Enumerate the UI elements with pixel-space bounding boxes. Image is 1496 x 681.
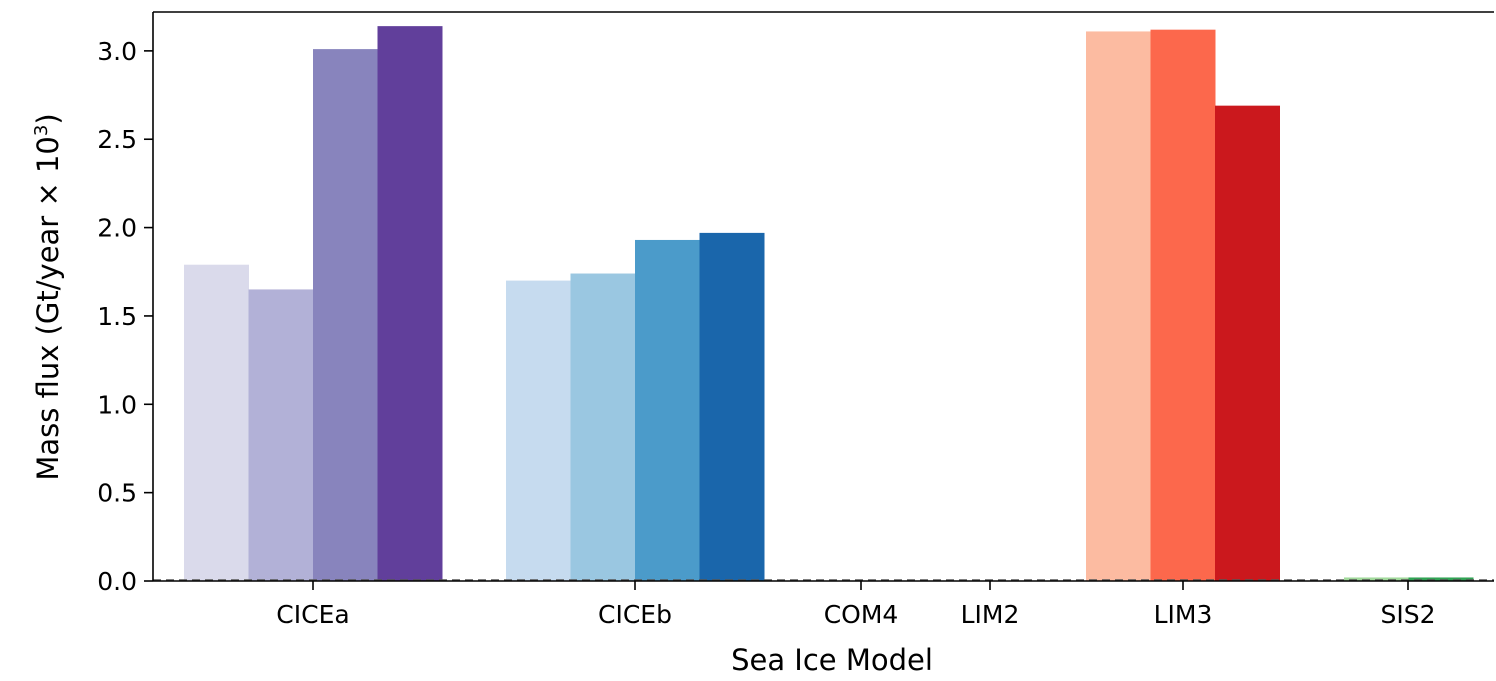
y-tick-label: 1.5	[97, 302, 137, 331]
bar-cicea-4	[377, 26, 443, 581]
y-axis-label-main: Mass flux (Gt/year × 10	[31, 136, 65, 481]
y-tick-label: 2.0	[97, 214, 137, 243]
axes	[152, 11, 1494, 582]
bar-lim3-3	[1215, 105, 1280, 582]
x-axis-label: Sea Ice Model	[731, 643, 933, 677]
y-tick-label: 2.5	[97, 125, 137, 154]
y-tick-label: 0.5	[97, 479, 137, 508]
y-tick-label: 0.0	[97, 567, 137, 596]
bar-sis2-1	[1344, 577, 1409, 581]
bar-sis2-2	[1408, 577, 1474, 581]
y-axis-label-sup: 3	[31, 125, 52, 136]
bar-ciceb-1	[506, 280, 571, 581]
y-ticks: 0.0 0.5 1.0 1.5 2.0 2.5 3.0	[97, 37, 153, 596]
y-axis-label: Mass flux (Gt/year × 103)	[31, 113, 65, 480]
bar-cicea-2	[248, 289, 314, 581]
bar-cicea-1	[184, 264, 249, 581]
y-axis-label-close: )	[31, 113, 65, 124]
x-tick-label: LIM3	[1154, 600, 1213, 629]
x-tick-label: CICEb	[598, 600, 672, 629]
bar-lim3-2	[1150, 29, 1216, 582]
bar-ciceb-4	[699, 232, 765, 582]
bars-layer	[184, 26, 1474, 582]
x-tick-label: SIS2	[1380, 600, 1435, 629]
y-tick-label: 1.0	[97, 390, 137, 419]
bar-ciceb-2	[570, 273, 636, 581]
y-tick-label: 3.0	[97, 37, 137, 66]
bar-lim3-1	[1086, 31, 1151, 582]
bar-ciceb-3	[635, 239, 700, 581]
x-ticks: CICEa CICEb COM4 LIM2 LIM3 SIS2	[276, 581, 1436, 629]
bar-cicea-3	[313, 49, 378, 581]
x-tick-label: COM4	[824, 600, 899, 629]
x-tick-label: CICEa	[276, 600, 349, 629]
x-tick-label: LIM2	[961, 600, 1020, 629]
